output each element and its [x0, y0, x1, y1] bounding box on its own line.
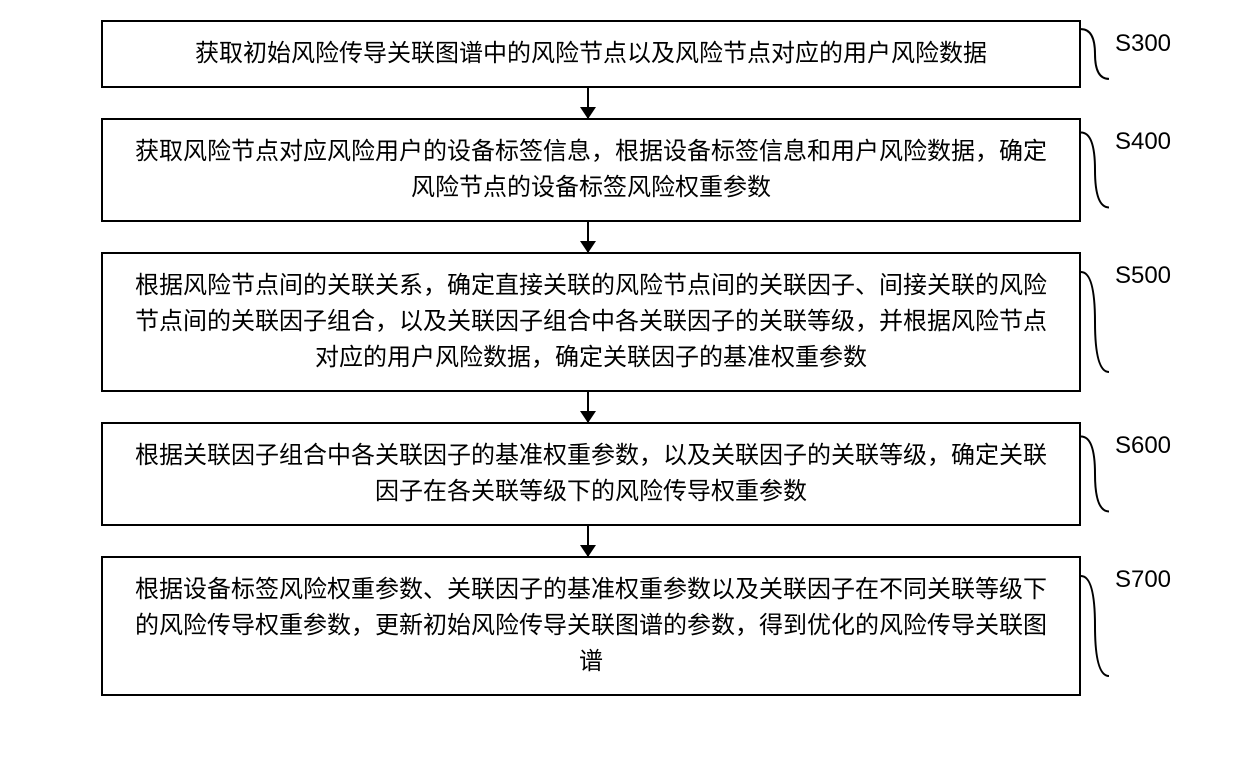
- step-label-s300: S300: [1115, 30, 1171, 58]
- connector-line: [587, 222, 589, 252]
- step-text: 获取初始风险传导关联图谱中的风险节点以及风险节点对应的用户风险数据: [195, 36, 987, 72]
- step-label-s600: S600: [1115, 432, 1171, 460]
- step-text: 根据关联因子组合中各关联因子的基准权重参数，以及关联因子的关联等级，确定关联因子…: [127, 438, 1055, 510]
- connector-s500-s600: [98, 392, 1078, 422]
- step-box-s400: 获取风险节点对应风险用户的设备标签信息，根据设备标签信息和用户风险数据，确定风险…: [101, 118, 1081, 222]
- step-box-s600: 根据关联因子组合中各关联因子的基准权重参数，以及关联因子的关联等级，确定关联因子…: [101, 422, 1081, 526]
- connector-s400-s500: [98, 222, 1078, 252]
- step-row-s700: 根据设备标签风险权重参数、关联因子的基准权重参数以及关联因子在不同关联等级下的风…: [0, 556, 1240, 696]
- step-label-s700: S700: [1115, 566, 1171, 594]
- label-bracket: [1081, 422, 1109, 526]
- step-label-s500: S500: [1115, 262, 1171, 290]
- connector-line: [587, 88, 589, 118]
- connector-line: [587, 392, 589, 422]
- connector-s600-s700: [98, 526, 1078, 556]
- flowchart-container: 获取初始风险传导关联图谱中的风险节点以及风险节点对应的用户风险数据 S300 获…: [0, 20, 1240, 696]
- step-row-s600: 根据关联因子组合中各关联因子的基准权重参数，以及关联因子的关联等级，确定关联因子…: [0, 422, 1240, 526]
- step-label-s400: S400: [1115, 128, 1171, 156]
- step-text: 根据风险节点间的关联关系，确定直接关联的风险节点间的关联因子、间接关联的风险节点…: [127, 268, 1055, 376]
- label-bracket: [1081, 252, 1109, 392]
- step-box-s300: 获取初始风险传导关联图谱中的风险节点以及风险节点对应的用户风险数据: [101, 20, 1081, 88]
- label-bracket: [1081, 20, 1109, 88]
- step-box-s700: 根据设备标签风险权重参数、关联因子的基准权重参数以及关联因子在不同关联等级下的风…: [101, 556, 1081, 696]
- label-bracket: [1081, 118, 1109, 222]
- step-box-s500: 根据风险节点间的关联关系，确定直接关联的风险节点间的关联因子、间接关联的风险节点…: [101, 252, 1081, 392]
- step-row-s400: 获取风险节点对应风险用户的设备标签信息，根据设备标签信息和用户风险数据，确定风险…: [0, 118, 1240, 222]
- step-text: 获取风险节点对应风险用户的设备标签信息，根据设备标签信息和用户风险数据，确定风险…: [127, 134, 1055, 206]
- step-row-s300: 获取初始风险传导关联图谱中的风险节点以及风险节点对应的用户风险数据 S300: [0, 20, 1240, 88]
- step-row-s500: 根据风险节点间的关联关系，确定直接关联的风险节点间的关联因子、间接关联的风险节点…: [0, 252, 1240, 392]
- connector-s300-s400: [98, 88, 1078, 118]
- label-bracket: [1081, 556, 1109, 696]
- step-text: 根据设备标签风险权重参数、关联因子的基准权重参数以及关联因子在不同关联等级下的风…: [127, 572, 1055, 680]
- connector-line: [587, 526, 589, 556]
